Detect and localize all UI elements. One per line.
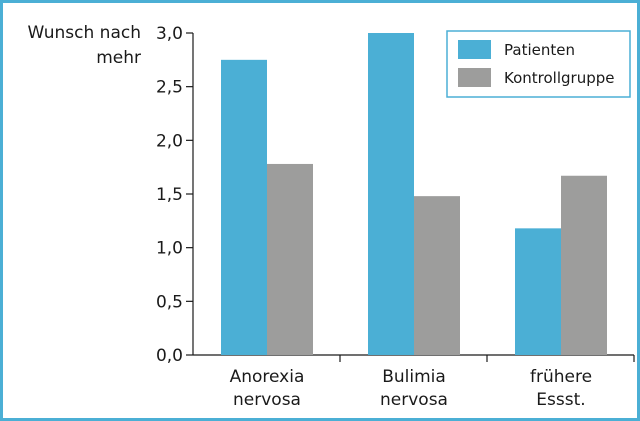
y-tick-label: 1,0 (156, 239, 183, 259)
bar-patienten-0 (221, 59, 267, 355)
bar-kontrollgruppe-1 (414, 196, 460, 355)
bar-patienten-1 (368, 33, 414, 355)
x-category-label: nervosa (233, 390, 301, 410)
y-tick-label: 2,0 (156, 131, 183, 151)
y-tick-label: 0,0 (156, 346, 183, 366)
y-tick-label: 3,0 (156, 24, 183, 44)
x-category-label: Anorexia (230, 367, 305, 387)
y-tick-label: 2,5 (156, 78, 183, 98)
legend-swatch-kontrollgruppe (458, 68, 491, 87)
legend: Patienten Kontrollgruppe (446, 30, 631, 98)
bar-patienten-2 (515, 228, 561, 355)
y-tick-label: 0,5 (156, 292, 183, 312)
bar-kontrollgruppe-2 (561, 175, 607, 355)
x-category-label: Essst. (536, 390, 585, 410)
x-category-label: nervosa (380, 390, 448, 410)
y-axis-label-line-1: Wunsch nach (28, 23, 141, 43)
x-category-label: Bulimia (382, 367, 446, 387)
legend-label-kontrollgruppe: Kontrollgruppe (504, 69, 614, 87)
x-category-label: frühere (530, 367, 592, 387)
legend-label-patienten: Patienten (504, 41, 575, 59)
bar-kontrollgruppe-0 (267, 163, 313, 355)
y-tick-label: 1,5 (156, 185, 183, 205)
y-axis-label-line-2: mehr (96, 48, 141, 68)
legend-swatch-patienten (458, 40, 491, 59)
